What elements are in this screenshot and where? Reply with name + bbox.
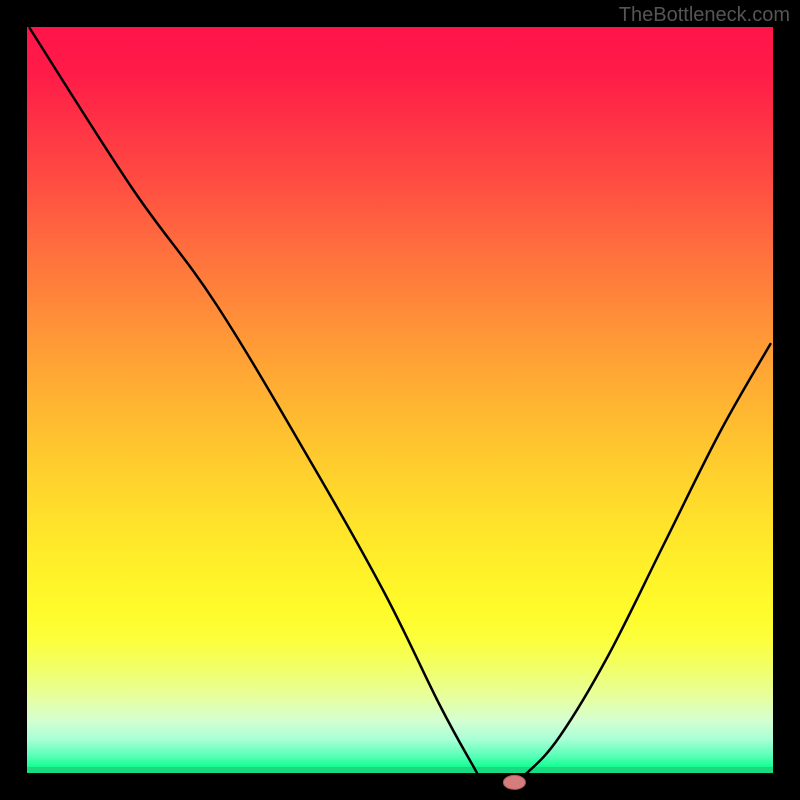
watermark-label: TheBottleneck.com <box>619 4 790 27</box>
optimal-point-marker <box>503 775 525 789</box>
chart-canvas: TheBottleneck.com <box>0 0 800 800</box>
bottleneck-chart <box>0 0 800 800</box>
chart-gradient-background <box>27 27 773 773</box>
bottom-green-band <box>27 767 773 773</box>
